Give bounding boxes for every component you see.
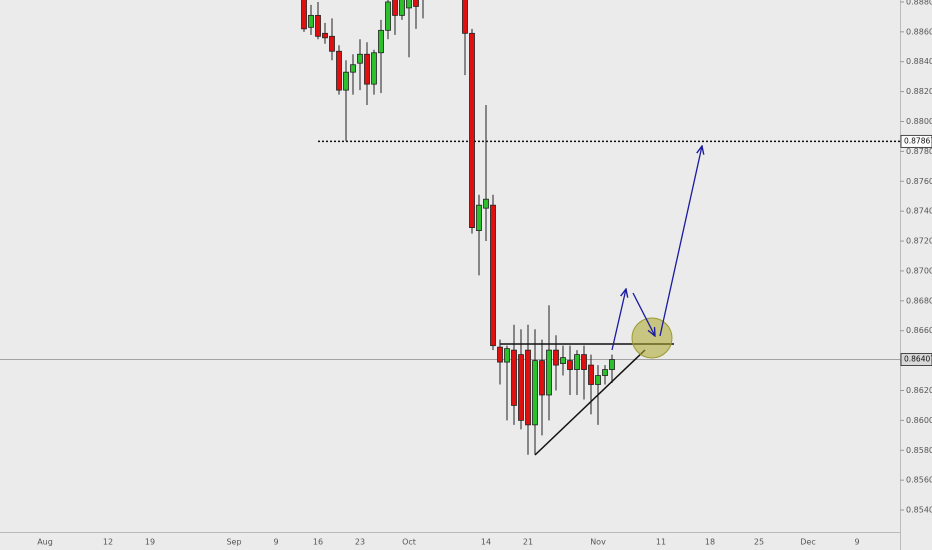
price-label-box bbox=[900, 134, 932, 148]
x-tick-label: 19 bbox=[145, 538, 155, 547]
x-tick-label: 9 bbox=[273, 538, 278, 547]
x-tick-label: 9 bbox=[854, 538, 859, 547]
candle-body bbox=[511, 349, 517, 406]
candle-body bbox=[385, 1, 391, 31]
price-label: 0.86407 bbox=[904, 355, 932, 364]
candle-body bbox=[476, 204, 482, 231]
x-tick-label: Sep bbox=[226, 538, 241, 547]
drawings bbox=[500, 146, 702, 456]
plot-area bbox=[0, 0, 900, 455]
candle-body bbox=[595, 375, 601, 385]
candle-body bbox=[553, 349, 559, 366]
candle-body bbox=[532, 360, 538, 426]
candle-body bbox=[329, 35, 335, 52]
candle-body bbox=[490, 204, 496, 347]
trend-line bbox=[534, 349, 646, 456]
price-label-box bbox=[900, 353, 932, 366]
x-tick-label: 21 bbox=[523, 538, 533, 547]
x-tick-label: 16 bbox=[313, 538, 323, 547]
x-tick-label: 23 bbox=[355, 538, 365, 547]
arrow bbox=[611, 289, 626, 351]
candle-body bbox=[609, 359, 615, 370]
candle-body bbox=[469, 32, 475, 228]
candle-body bbox=[315, 14, 321, 37]
breakout-circle bbox=[631, 317, 673, 359]
x-tick-label: 18 bbox=[705, 538, 715, 547]
candle-body bbox=[574, 354, 580, 370]
arrow bbox=[659, 146, 702, 337]
candle-body bbox=[413, 0, 419, 7]
candle-body bbox=[364, 53, 370, 85]
candle-body bbox=[462, 0, 468, 34]
x-tick-label: Dec bbox=[800, 538, 815, 547]
x-tick-label: 25 bbox=[754, 538, 764, 547]
candle-body bbox=[336, 50, 342, 91]
candle-body bbox=[546, 349, 552, 396]
candle-body bbox=[525, 349, 531, 426]
candle-body bbox=[322, 32, 328, 39]
x-tick-label: Aug bbox=[37, 538, 53, 547]
candle-body bbox=[350, 64, 356, 73]
x-tick-label: Oct bbox=[402, 538, 416, 547]
candle-body bbox=[399, 0, 405, 16]
candle-body bbox=[301, 0, 307, 30]
candle-body bbox=[308, 14, 314, 28]
candle-body bbox=[406, 0, 412, 9]
x-tick-label: 11 bbox=[656, 538, 666, 547]
x-tick-label: 14 bbox=[481, 538, 491, 547]
candle-body bbox=[539, 360, 545, 396]
y-tick-label: 0.88800 bbox=[906, 0, 932, 6]
candle-body bbox=[357, 53, 363, 64]
candle-body bbox=[560, 357, 566, 364]
x-tick-label: 12 bbox=[103, 538, 113, 547]
candle-body bbox=[392, 0, 398, 16]
candle-body bbox=[602, 369, 608, 376]
x-tick-label: Nov bbox=[590, 538, 606, 547]
candle-body bbox=[371, 52, 377, 85]
candle-body bbox=[343, 71, 349, 91]
price-label: 0.87867 bbox=[904, 136, 932, 145]
candle-body bbox=[497, 346, 503, 363]
candle-body bbox=[588, 364, 594, 385]
candle-body bbox=[567, 360, 573, 370]
arrow bbox=[632, 292, 655, 336]
candle-body bbox=[581, 354, 587, 370]
candle-body bbox=[483, 198, 489, 209]
candle-body bbox=[518, 354, 524, 421]
candle-body bbox=[504, 348, 510, 363]
candle-body bbox=[378, 29, 384, 54]
